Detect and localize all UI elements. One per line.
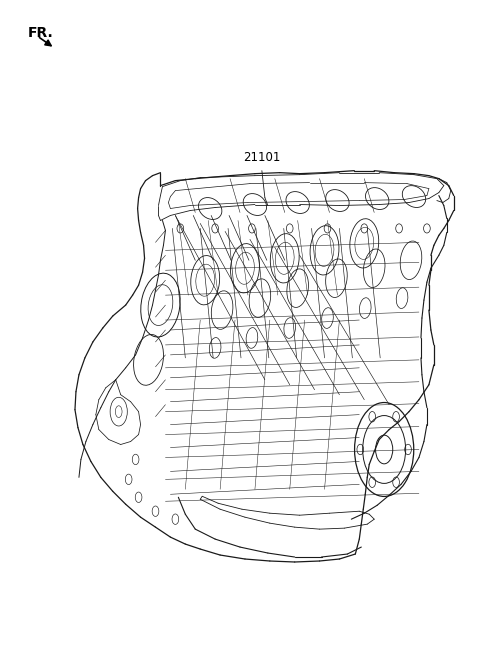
Text: 21101: 21101 — [243, 151, 281, 164]
Text: FR.: FR. — [28, 26, 53, 40]
